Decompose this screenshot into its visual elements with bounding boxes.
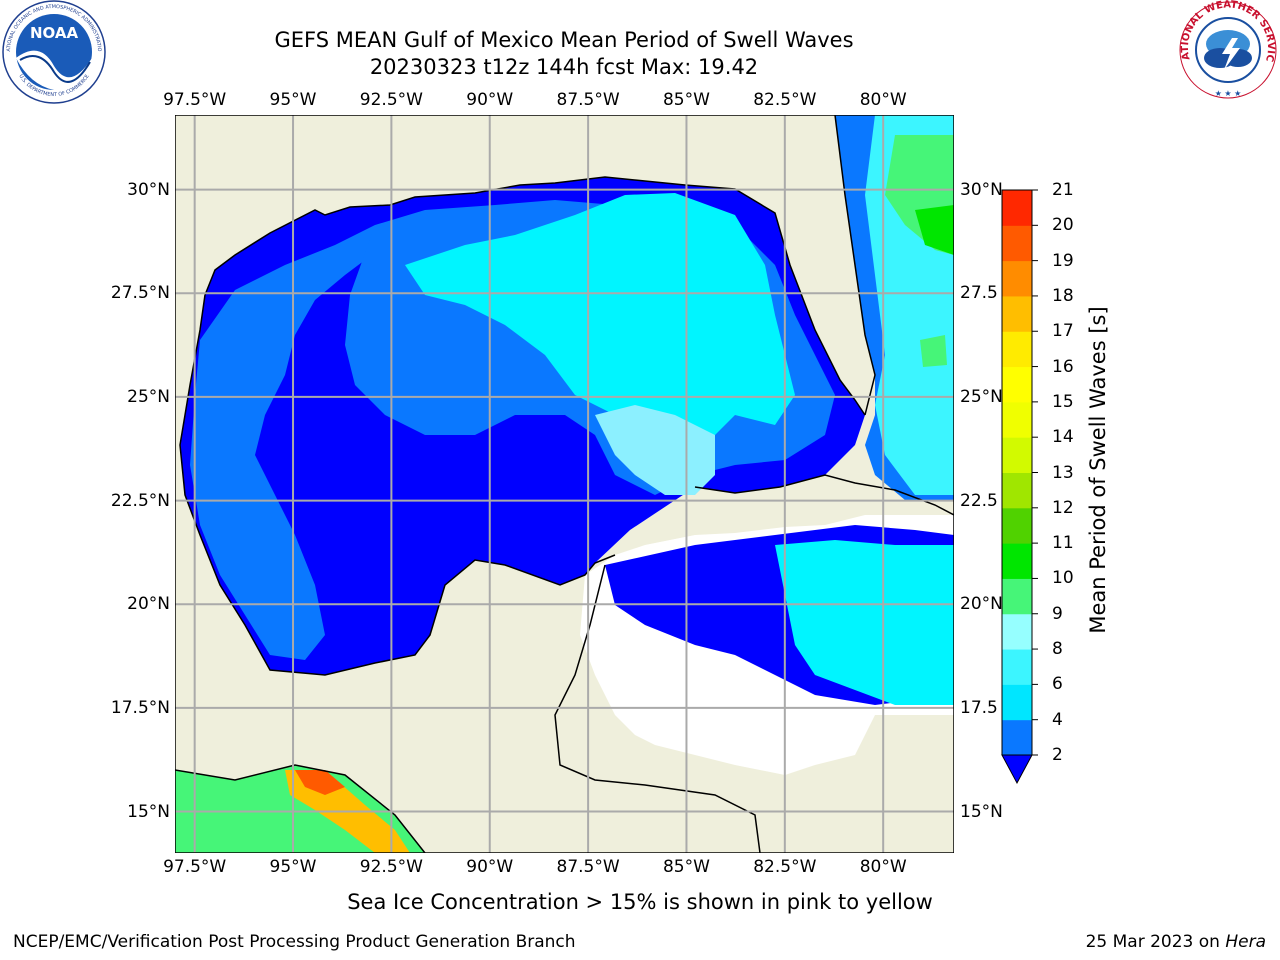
colorbar [1001,189,1038,785]
band-2-4-west [190,225,385,660]
colorbar-segment [1002,719,1032,756]
colorbar-tick-label: 9 [1052,603,1063,624]
band-4-6-caribbean [775,540,954,705]
colorbar-segment [1002,578,1032,615]
chart-title: GEFS MEAN Gulf of Mexico Mean Period of … [274,28,854,52]
noaa-logo: NOAA NATIONAL OCEANIC AND ATMOSPHERIC AD… [0,0,106,104]
lon-tick-top: 80°W [859,90,907,110]
lat-tick-right: 17.5 [960,697,998,718]
colorbar-tick-label: 8 [1052,639,1063,660]
graticule [175,115,954,853]
credit-left: NCEP/EMC/Verification Post Processing Pr… [13,932,576,952]
colorbar-tick-label: 13 [1052,462,1074,483]
lat-tick-left: 27.5°N [110,283,170,304]
band-10-11-atlantic [915,205,954,255]
lat-tick-right: 25°N [960,386,1003,407]
colorbar-tick-label: 14 [1052,427,1074,448]
lon-tick-bottom: 95°W [269,857,317,877]
colorbar-tick-label: 6 [1052,674,1063,695]
ocean-field [175,115,954,853]
colorbar-segment [1002,225,1032,262]
colorbar-segment [1002,401,1032,438]
colorbar-tick-label: 20 [1052,215,1074,236]
credit-date: 25 Mar 2023 on [1085,932,1226,952]
credit-host: Hera [1225,932,1266,952]
lon-tick-bottom: 87.5°W [556,857,620,877]
colorbar-tick-label: 11 [1052,533,1074,554]
colorbar-segment [1002,684,1032,721]
colorbar-tick-label: 16 [1052,356,1074,377]
colorbar-segment [1002,507,1032,544]
pacific-band-red [295,770,345,795]
lon-tick-bottom: 92.5°W [359,857,423,877]
lon-tick-bottom: 85°W [662,857,710,877]
lon-tick-top: 92.5°W [359,90,423,110]
map-panel [175,115,954,853]
colorbar-segment [1002,472,1032,509]
lon-tick-top: 95°W [269,90,317,110]
lon-tick-top: 87.5°W [556,90,620,110]
lat-tick-left: 17.5°N [110,697,170,718]
colorbar-segment [1002,260,1032,297]
lat-tick-right: 20°N [960,594,1003,615]
colorbar-tick-label: 2 [1052,745,1063,765]
lon-tick-top: 97.5°W [163,90,227,110]
lon-tick-bottom: 90°W [466,857,514,877]
footnote: Sea Ice Concentration > 15% is shown in … [347,890,933,914]
credit-right: 25 Mar 2023 on Hera [1086,932,1266,952]
colorbar-segment [1002,437,1032,473]
lon-tick-top: 85°W [662,90,710,110]
colorbar-segment [1002,543,1032,579]
lat-tick-left: 22.5°N [110,490,170,511]
colorbar-tick-label: 10 [1052,568,1074,589]
colorbar-tick-label: 12 [1052,497,1074,518]
lon-tick-bottom: 82.5°W [753,857,817,877]
colorbar-segment [1002,190,1032,226]
band-6-8-center [595,405,715,495]
colorbar-segment [1002,613,1032,650]
svg-text:★ ★ ★: ★ ★ ★ [1215,89,1242,98]
colorbar-tick-label: 4 [1052,709,1063,730]
noaa-wordmark: NOAA [30,24,79,42]
colorbar-tick-label: 21 [1052,180,1074,200]
lat-tick-right: 27.5 [960,283,998,304]
lat-tick-right: 15°N [960,801,1003,822]
colorbar-tick-label: 15 [1052,391,1074,412]
band-4-6-center [405,193,795,455]
lon-tick-top: 90°W [466,90,514,110]
colorbar-label: Mean Period of Swell Waves [s] [1086,306,1110,634]
colorbar-extend-arrow [1001,754,1033,785]
colorbar-tick-label: 17 [1052,321,1074,342]
lat-tick-right: 30°N [960,179,1003,200]
colorbar-segment [1002,295,1032,332]
colorbar-segment [1002,366,1032,403]
band-9-10-small [920,335,947,367]
colorbar-tick-label: 19 [1052,250,1074,271]
colorbar-segment [1002,649,1032,685]
colorbar-tick-label: 18 [1052,285,1074,306]
lat-tick-left: 25°N [127,386,170,407]
coastline [175,115,954,853]
lat-tick-left: 30°N [127,179,170,200]
chart-subtitle: 20230323 t12z 144h fcst Max: 19.42 [369,55,759,79]
lat-tick-left: 15°N [127,801,170,822]
lon-tick-top: 82.5°W [753,90,817,110]
lat-tick-right: 22.5 [960,490,998,511]
lon-tick-bottom: 80°W [859,857,907,877]
lat-tick-left: 20°N [127,594,170,615]
lon-tick-bottom: 97.5°W [163,857,227,877]
nws-logo: NATIONAL WEATHER SERVICE ★ ★ ★ [1176,0,1277,99]
colorbar-segment [1002,331,1032,368]
